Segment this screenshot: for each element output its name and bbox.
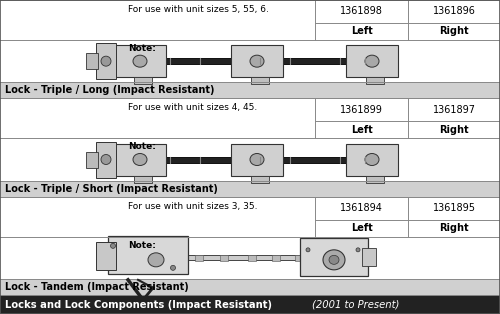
Text: Lock - Tandem (Impact Resistant): Lock - Tandem (Impact Resistant) [5, 282, 189, 292]
Bar [346, 45, 398, 77]
Text: 1361896: 1361896 [432, 7, 476, 17]
Bar [134, 176, 152, 182]
Bar [86, 151, 98, 167]
Ellipse shape [329, 255, 339, 264]
Bar [96, 142, 116, 177]
Bar [251, 77, 269, 84]
Text: Lock - Triple / Long (Impact Resistant): Lock - Triple / Long (Impact Resistant) [5, 85, 214, 95]
Bar [231, 143, 283, 176]
Bar [134, 77, 152, 84]
Bar [108, 236, 188, 274]
Ellipse shape [356, 248, 360, 252]
Text: Note:: Note: [128, 44, 156, 53]
Text: 1361898: 1361898 [340, 7, 383, 17]
Text: Right: Right [439, 26, 469, 36]
Text: Note:: Note: [128, 142, 156, 151]
Ellipse shape [133, 55, 147, 67]
Text: Left: Left [350, 223, 372, 233]
Bar [248, 255, 256, 261]
Text: Lock - Triple / Short (Impact Resistant): Lock - Triple / Short (Impact Resistant) [5, 184, 218, 194]
Bar [0, 295, 500, 314]
Bar [118, 156, 390, 163]
Text: 1361894: 1361894 [340, 203, 383, 213]
Ellipse shape [101, 154, 111, 165]
Bar [220, 255, 228, 261]
Text: Note:: Note: [128, 241, 156, 250]
Bar [366, 77, 384, 84]
Ellipse shape [110, 243, 116, 248]
Bar [148, 255, 362, 260]
Bar [0, 82, 500, 98]
Text: (2001 to Present): (2001 to Present) [312, 300, 400, 310]
Bar [300, 238, 368, 276]
Text: 1361895: 1361895 [432, 203, 476, 213]
Ellipse shape [170, 265, 175, 270]
Bar [195, 255, 203, 261]
Bar [118, 58, 390, 64]
Ellipse shape [148, 253, 164, 267]
Text: Locks and Lock Components (Impact Resistant): Locks and Lock Components (Impact Resist… [5, 300, 272, 310]
Ellipse shape [306, 248, 310, 252]
Bar [366, 176, 384, 182]
Ellipse shape [133, 154, 147, 165]
Text: 1361897: 1361897 [432, 105, 476, 115]
Bar [96, 43, 116, 79]
Text: For use with unit sizes 3, 35.: For use with unit sizes 3, 35. [128, 202, 258, 211]
Bar [96, 242, 116, 270]
Bar [0, 279, 500, 295]
Text: Right: Right [439, 125, 469, 135]
Ellipse shape [323, 250, 345, 270]
Ellipse shape [250, 154, 264, 165]
Bar [346, 143, 398, 176]
Text: For use with unit sizes 5, 55, 6.: For use with unit sizes 5, 55, 6. [128, 5, 269, 14]
Bar [0, 181, 500, 197]
Ellipse shape [250, 55, 264, 67]
Text: 1361899: 1361899 [340, 105, 383, 115]
Ellipse shape [365, 55, 379, 67]
Bar [114, 45, 166, 77]
Text: Right: Right [439, 223, 469, 233]
Bar [114, 143, 166, 176]
Text: Left: Left [350, 125, 372, 135]
Ellipse shape [101, 56, 111, 66]
Bar [295, 255, 303, 261]
Bar [272, 255, 280, 261]
Text: Left: Left [350, 26, 372, 36]
Text: For use with unit sizes 4, 45.: For use with unit sizes 4, 45. [128, 103, 257, 112]
Ellipse shape [365, 154, 379, 165]
Bar [251, 176, 269, 182]
Bar [86, 53, 98, 69]
Bar [362, 248, 376, 266]
Bar [231, 45, 283, 77]
